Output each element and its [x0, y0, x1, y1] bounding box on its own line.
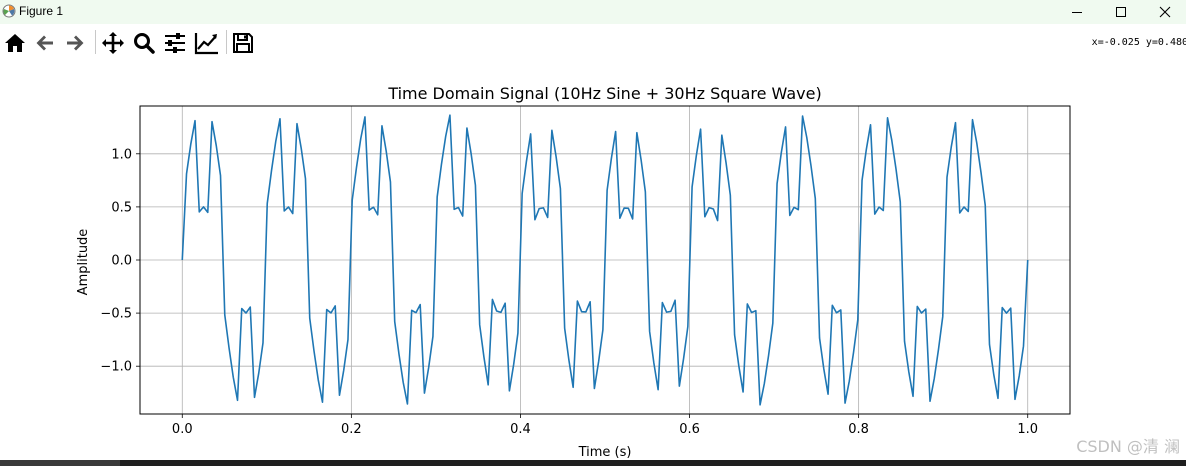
- window-titlebar: Figure 1: [0, 0, 1186, 24]
- x-axis-label: Time (s): [578, 445, 632, 460]
- x-tick-label: 0.0: [172, 422, 193, 437]
- navigation-toolbar: x=-0.025 y=0.480: [0, 24, 1186, 60]
- edit-axis-button[interactable]: [194, 30, 220, 56]
- y-tick-label: 0.0: [111, 254, 132, 269]
- y-tick-label: −0.5: [100, 307, 132, 322]
- configure-subplots-icon: [165, 33, 185, 53]
- x-axis: 0.0 0.2 0.4 0.6 0.8 1.0: [172, 414, 1038, 437]
- edit-axis-icon: [194, 33, 218, 55]
- figure-canvas[interactable]: Time Domain Signal (10Hz Sine + 30Hz Squ…: [0, 60, 1186, 460]
- chart-title: Time Domain Signal (10Hz Sine + 30Hz Squ…: [387, 84, 821, 103]
- minimize-icon: [1072, 12, 1082, 13]
- series-line: [181, 114, 1029, 406]
- zoom-button[interactable]: [131, 30, 157, 56]
- cursor-coordinates: x=-0.025 y=0.480: [1091, 37, 1186, 48]
- x-tick-label: 0.8: [848, 422, 869, 437]
- y-tick-label: 1.0: [111, 147, 132, 162]
- zoom-icon: [134, 33, 155, 54]
- maximize-icon: [1116, 7, 1126, 17]
- save-icon: [233, 33, 253, 53]
- minimize-button[interactable]: [1054, 0, 1100, 24]
- pan-icon: [102, 32, 124, 54]
- back-button[interactable]: [32, 30, 58, 56]
- x-tick-label: 0.2: [341, 422, 362, 437]
- configure-subplots-button[interactable]: [162, 30, 188, 56]
- x-tick-label: 1.0: [1017, 422, 1038, 437]
- save-button[interactable]: [230, 30, 256, 56]
- toolbar-separator: [95, 30, 96, 54]
- forward-icon: [67, 35, 84, 51]
- taskbar-strip: [0, 460, 1186, 466]
- toolbar-separator: [226, 30, 227, 54]
- forward-button[interactable]: [62, 30, 88, 56]
- maximize-button[interactable]: [1098, 0, 1144, 24]
- y-tick-label: −1.0: [100, 360, 132, 375]
- close-icon: [1159, 6, 1171, 18]
- y-axis: −1.0 −0.5 0.0 0.5 1.0: [100, 147, 140, 375]
- x-tick-label: 0.4: [510, 422, 531, 437]
- chart: Time Domain Signal (10Hz Sine + 30Hz Squ…: [76, 84, 1071, 460]
- home-button[interactable]: [2, 30, 28, 56]
- home-icon: [5, 34, 25, 52]
- pan-button[interactable]: [100, 30, 126, 56]
- matplotlib-icon: [2, 4, 16, 18]
- y-axis-label: Amplitude: [76, 229, 91, 296]
- window-title: Figure 1: [19, 4, 64, 18]
- x-tick-label: 0.6: [679, 422, 700, 437]
- back-icon: [36, 35, 53, 51]
- watermark: CSDN @清 澜: [1076, 437, 1180, 456]
- y-tick-label: 0.5: [111, 200, 132, 215]
- close-button[interactable]: [1142, 0, 1186, 24]
